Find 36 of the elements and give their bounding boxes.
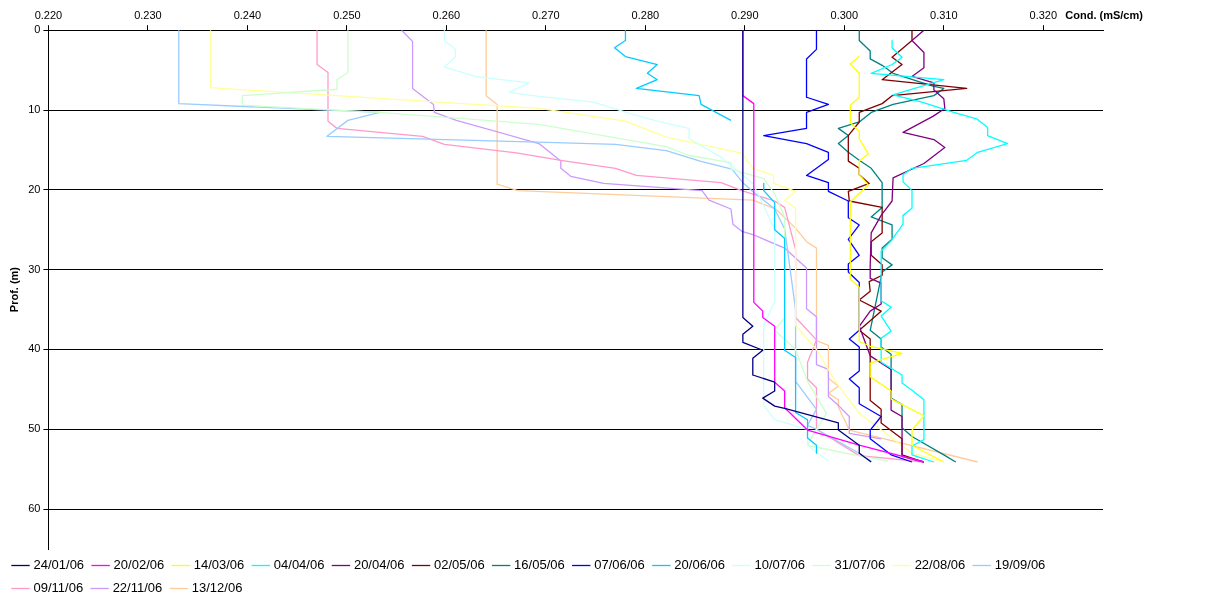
legend-label: 19/09/06 xyxy=(994,557,1046,573)
x-tick-label: 0.250 xyxy=(333,8,361,21)
legend-label: 16/05/06 xyxy=(514,557,565,573)
legend-label: 09/11/06 xyxy=(33,580,84,596)
x-tick-label: 0.320 xyxy=(1029,8,1058,21)
legend-label: 24/01/06 xyxy=(33,557,85,573)
legend-label: 20/04/06 xyxy=(353,557,405,573)
y-tick-label: 10 xyxy=(28,103,41,116)
y-tick-label: 0 xyxy=(34,23,41,36)
legend-label: 07/06/06 xyxy=(594,557,645,573)
x-tick-label: 0.280 xyxy=(631,8,660,21)
x-tick-label: 0.230 xyxy=(134,8,162,21)
y-tick-label: 60 xyxy=(28,502,41,515)
legend-label: 22/11/06 xyxy=(112,580,163,596)
x-tick-label: 0.300 xyxy=(830,8,859,21)
x-tick-label: 0.270 xyxy=(532,8,560,21)
legend-label: 14/03/06 xyxy=(193,557,245,573)
x-tick-label: 0.290 xyxy=(731,8,759,21)
legend-label: 02/05/06 xyxy=(434,557,485,573)
x-axis-title: Cond. (mS/cm) xyxy=(1065,9,1144,22)
legend-label: 20/02/06 xyxy=(113,557,165,573)
y-tick-label: 20 xyxy=(28,182,41,195)
x-tick-label: 0.220 xyxy=(34,8,63,21)
x-tick-label: 0.310 xyxy=(930,8,958,21)
y-tick-label: 30 xyxy=(28,262,41,275)
x-tick-label: 0.260 xyxy=(432,8,461,21)
legend-label: 13/12/06 xyxy=(191,580,243,596)
y-tick-label: 40 xyxy=(28,342,41,355)
legend-label: 20/06/06 xyxy=(674,557,725,573)
y-tick-label: 50 xyxy=(28,422,41,435)
legend-label: 04/04/06 xyxy=(273,557,325,573)
x-tick-label: 0.240 xyxy=(233,8,262,21)
y-axis-title: Prof. (m) xyxy=(7,266,20,313)
legend-label: 10/07/06 xyxy=(754,557,806,573)
legend-label: 22/08/06 xyxy=(914,557,966,573)
legend-label: 31/07/06 xyxy=(834,557,886,573)
